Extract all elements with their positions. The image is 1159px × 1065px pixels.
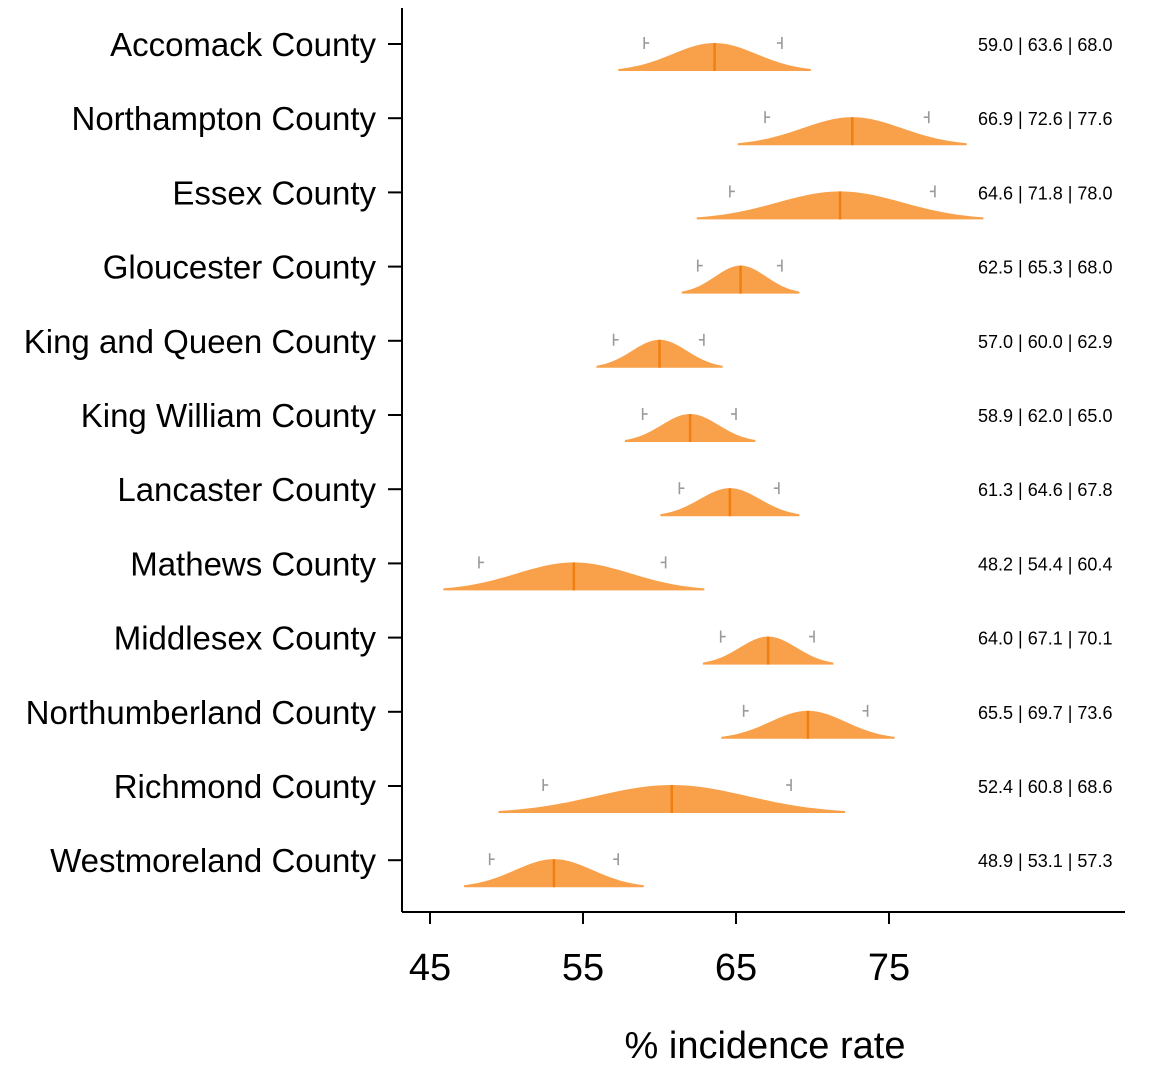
x-tick-label: 45 [409,947,451,989]
value-label: 57.0 | 60.0 | 62.9 [978,332,1112,352]
value-label: 52.4 | 60.8 | 68.6 [978,777,1112,797]
value-label: 58.9 | 62.0 | 65.0 [978,406,1112,426]
chart-labels: 45 55 65 75 Accomack County 59.0 | 63.6 | 68.… [24,26,1113,989]
value-label: 64.6 | 71.8 | 78.0 [978,183,1112,203]
value-label: 64.0 | 67.1 | 70.1 [978,629,1112,649]
value-label: 59.0 | 63.6 | 68.0 [978,35,1112,55]
category-label: Accomack County [110,26,376,63]
category-label: Northumberland County [26,694,377,731]
value-label: 62.5 | 65.3 | 68.0 [978,258,1112,278]
x-tick-label: 65 [715,947,757,989]
chart-marks [443,37,984,888]
value-label: 65.5 | 69.7 | 73.6 [978,703,1112,723]
chart-axes [401,8,1125,913]
x-tick-label: 75 [868,947,910,989]
category-label: Westmoreland County [50,842,376,879]
value-label: 48.2 | 54.4 | 60.4 [978,554,1112,574]
x-axis-title: % incidence rate [625,1025,906,1065]
value-label: 66.9 | 72.6 | 77.6 [978,109,1112,129]
category-label: Northampton County [72,100,377,137]
category-label: King and Queen County [24,323,377,360]
value-label: 48.9 | 53.1 | 57.3 [978,851,1112,871]
category-label: Mathews County [130,545,376,582]
category-label: Middlesex County [114,620,377,657]
category-label: King William County [81,397,377,434]
category-label: Richmond County [114,768,377,805]
category-label: Essex County [172,174,376,211]
category-label: Gloucester County [103,249,377,286]
value-label: 61.3 | 64.6 | 67.8 [978,480,1112,500]
x-tick-label: 55 [562,947,604,989]
category-label: Lancaster County [117,471,376,508]
